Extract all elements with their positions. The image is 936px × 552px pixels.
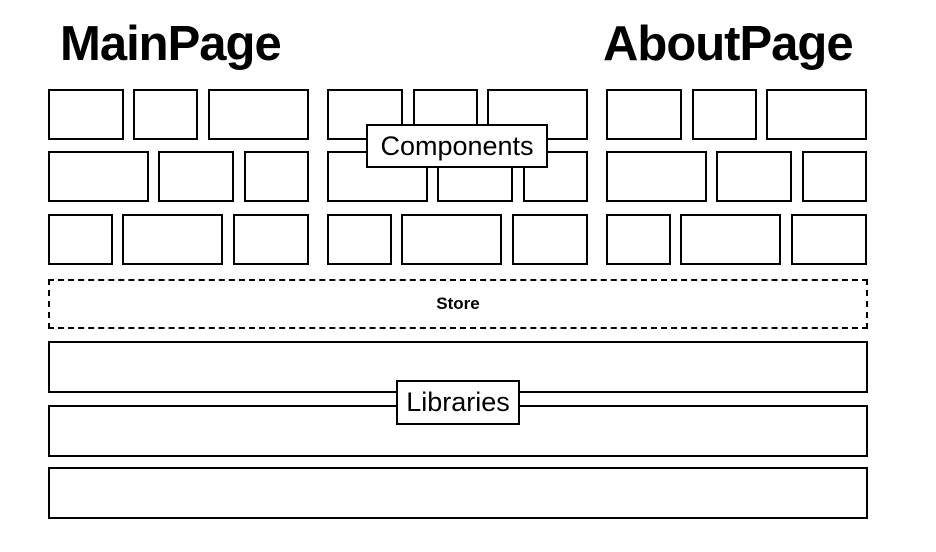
about-page-title: AboutPage	[603, 17, 854, 71]
component-box	[244, 151, 309, 202]
library-bar	[48, 467, 868, 519]
component-box	[401, 214, 502, 265]
component-box	[48, 214, 113, 265]
main-page-title: MainPage	[60, 17, 282, 71]
component-box	[791, 214, 867, 265]
component-box	[512, 214, 588, 265]
component-box	[606, 89, 682, 140]
libraries-label: Libraries	[396, 380, 520, 425]
component-box	[327, 214, 392, 265]
component-box	[158, 151, 234, 202]
component-box	[716, 151, 792, 202]
component-box	[606, 214, 671, 265]
component-box	[208, 89, 309, 140]
component-box	[692, 89, 757, 140]
component-box	[680, 214, 781, 265]
component-box	[133, 89, 198, 140]
store-layer: Store	[48, 279, 868, 329]
components-label: Components	[366, 124, 548, 168]
component-box	[606, 151, 707, 202]
store-label: Store	[436, 294, 480, 313]
component-box	[766, 89, 867, 140]
component-box	[48, 89, 124, 140]
component-box	[122, 214, 223, 265]
component-box	[802, 151, 867, 202]
component-box	[233, 214, 309, 265]
component-box	[48, 151, 149, 202]
